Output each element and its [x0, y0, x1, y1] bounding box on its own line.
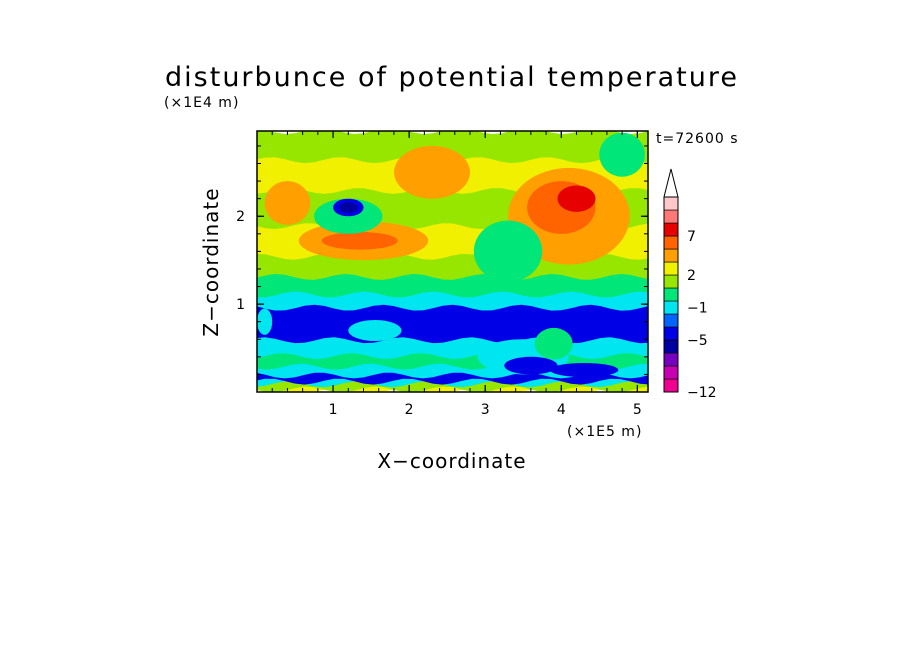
contour-patch: [257, 308, 273, 335]
colorbar-swatch: [663, 235, 679, 250]
contour-patch: [557, 185, 596, 212]
y-axis-label: Z−coordinate: [199, 187, 223, 336]
colorbar-label: −5: [687, 333, 708, 349]
contour-patch: [321, 232, 398, 250]
colorbar-swatch: [663, 365, 679, 380]
colorbar-swatch: [663, 313, 679, 328]
colorbar-swatch: [663, 261, 679, 276]
colorbar-swatch: [663, 248, 679, 263]
colorbar-swatch: [663, 339, 679, 354]
colorbar-swatch: [663, 378, 679, 393]
colorbar-label: −1: [687, 301, 708, 317]
y-unit-label: (×1E4 m): [164, 95, 239, 111]
contour-patch: [473, 220, 543, 283]
contour-band: [257, 290, 648, 311]
contour-patch: [339, 202, 358, 213]
x-tick-label: 1: [329, 402, 338, 418]
contour-patch: [599, 132, 645, 177]
colorbar: −12−5−127: [663, 168, 717, 401]
x-ticks: 1 2 3 4 5: [271, 131, 642, 418]
colorbar-label: 7: [687, 229, 696, 245]
contour-patch: [264, 181, 311, 226]
contour-field: [257, 131, 648, 392]
contour-band: [257, 371, 648, 385]
colorbar-swatch: [663, 209, 679, 224]
colorbar-swatch: [663, 352, 679, 367]
colorbar-label: 2: [687, 268, 696, 284]
colorbar-swatch: [663, 222, 679, 237]
time-label: t=72600 s: [656, 131, 739, 147]
x-unit-label: (×1E5 m): [567, 424, 642, 440]
x-tick-label: 4: [557, 402, 566, 418]
contour-band: [257, 273, 648, 298]
colorbar-swatch: [663, 274, 679, 289]
contour-patch: [394, 145, 470, 199]
contour-patch: [504, 356, 558, 375]
y-ticks: 12: [236, 145, 648, 375]
contour-patch: [534, 327, 573, 360]
colorbar-swatch: [663, 326, 679, 341]
colorbar-frame: [663, 196, 679, 393]
contour-band: [257, 131, 648, 164]
contour-band: [257, 362, 648, 379]
x-tick-label: 2: [405, 402, 414, 418]
y-tick-label: 2: [236, 209, 245, 225]
colorbar-swatch: [663, 196, 679, 211]
x-axis-label: X−coordinate: [377, 449, 526, 473]
contour-band: [257, 303, 648, 344]
plot-frame: [256, 130, 649, 393]
contour-patch: [348, 320, 402, 341]
x-tick-label: 5: [633, 402, 642, 418]
colorbar-label: −12: [687, 385, 717, 401]
chart-title: disturbunce of potential temperature: [165, 62, 739, 93]
colorbar-swatch: [663, 287, 679, 302]
colorbar-swatch: [663, 300, 679, 315]
colorbar-over-triangle: [663, 168, 679, 198]
y-tick-label: 1: [236, 297, 245, 313]
x-tick-label: 3: [481, 402, 490, 418]
contour-patch: [549, 363, 619, 377]
